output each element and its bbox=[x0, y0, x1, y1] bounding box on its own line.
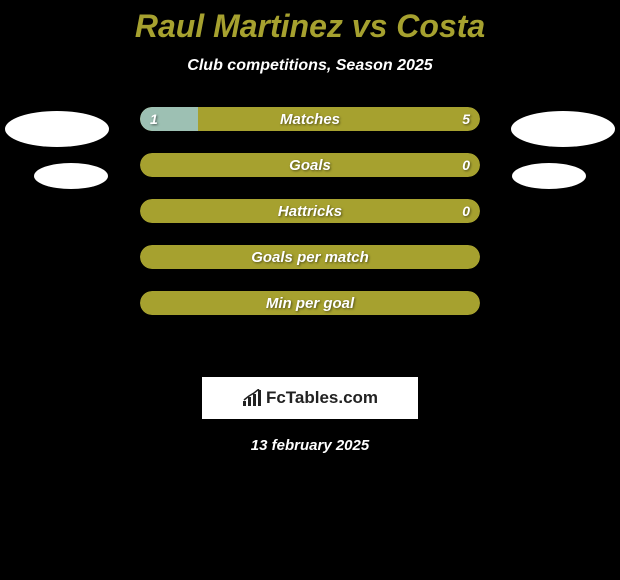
bar-value-right: 5 bbox=[462, 107, 470, 131]
stat-bar: Min per goal bbox=[140, 291, 480, 315]
bar-value-right: 0 bbox=[462, 199, 470, 223]
bars-container: Matches15Goals0Hattricks0Goals per match… bbox=[140, 107, 480, 337]
stat-bar: Hattricks0 bbox=[140, 199, 480, 223]
stat-bar: Goals per match bbox=[140, 245, 480, 269]
stat-bar: Matches15 bbox=[140, 107, 480, 131]
stat-bar: Goals0 bbox=[140, 153, 480, 177]
date-text: 13 february 2025 bbox=[0, 437, 620, 454]
bar-value-left: 1 bbox=[150, 107, 158, 131]
avatar-placeholder-icon bbox=[34, 163, 108, 189]
logo: FcTables.com bbox=[242, 388, 378, 408]
avatar-placeholder-icon bbox=[5, 111, 109, 147]
player-right-avatar bbox=[510, 111, 616, 231]
page-subtitle: Club competitions, Season 2025 bbox=[0, 57, 620, 75]
page-title: Raul Martinez vs Costa bbox=[0, 0, 620, 45]
player-left-avatar bbox=[4, 111, 110, 231]
bar-segment-left bbox=[140, 107, 198, 131]
avatar-placeholder-icon bbox=[511, 111, 615, 147]
comparison-chart: Matches15Goals0Hattricks0Goals per match… bbox=[0, 107, 620, 367]
bar-value-right: 0 bbox=[462, 153, 470, 177]
avatar-placeholder-icon bbox=[512, 163, 586, 189]
logo-box: FcTables.com bbox=[202, 377, 418, 419]
logo-text: FcTables.com bbox=[266, 388, 378, 408]
chart-icon bbox=[242, 389, 262, 407]
